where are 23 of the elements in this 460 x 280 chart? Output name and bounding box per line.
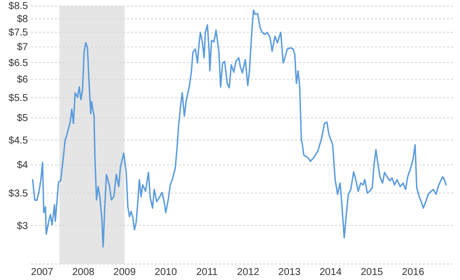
y-tick-label: $6	[16, 74, 28, 86]
x-tick-label: 2016	[402, 267, 425, 278]
y-tick-label: $4.5	[8, 135, 28, 146]
y-tick-label: $6.5	[8, 58, 28, 69]
x-tick-label: 2015	[360, 267, 384, 278]
x-tick-label: 2008	[72, 267, 95, 278]
y-tick-label: $7.5	[8, 28, 28, 39]
y-tick-label: $5	[16, 113, 28, 124]
y-tick-label: $8.5	[8, 1, 28, 12]
x-tick-label: 2009	[113, 267, 136, 278]
y-tick-label: $8	[16, 14, 28, 25]
y-tick-label: $7	[16, 42, 28, 54]
x-tick-label: 2007	[31, 267, 54, 278]
x-tick-label: 2010	[154, 267, 178, 278]
x-tick-label: 2012	[237, 267, 260, 278]
y-tick-label: $5.5	[8, 92, 28, 104]
y-tick-label: $3	[16, 220, 28, 232]
x-tick-label: 2011	[196, 267, 218, 278]
x-tick-label: 2013	[278, 267, 301, 278]
y-tick-label: $4	[16, 160, 28, 172]
x-tick-label: 2014	[319, 267, 342, 278]
line-series	[32, 10, 447, 248]
y-tick-label: $3.5	[8, 188, 28, 200]
